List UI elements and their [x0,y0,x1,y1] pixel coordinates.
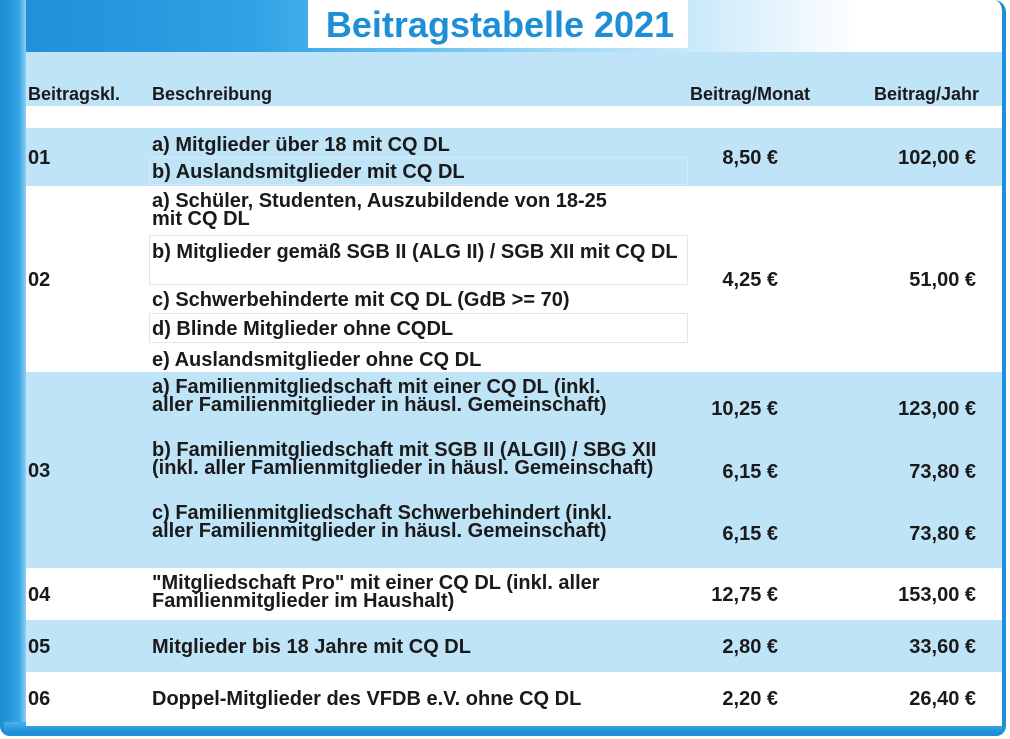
row-class: 04 [28,584,51,606]
row-02 [26,186,1002,372]
frame-bottom-border [4,722,1002,732]
row-description: a) Familienmitgliedschaft mit einer CQ D… [152,376,607,416]
row-description: Doppel-Mitglieder des VFDB e.V. ohne CQ … [152,688,582,710]
cell-border [149,235,688,285]
header-row [26,52,1002,106]
row-description: b) Familienmitgliedschaft mit SGB II (AL… [152,439,657,479]
row-04 [26,568,1002,620]
row-description: Mitglieder bis 18 Jahre mit CQ DL [152,636,471,658]
row-class: 02 [28,269,51,291]
row-yearly: 73,80 € [909,523,976,545]
cell-border [149,157,688,185]
row-description: "Mitgliedschaft Pro" mit einer CQ DL (in… [152,572,600,612]
row-03 [26,372,1002,568]
row-description: c) Schwerbehinderte mit CQ DL (GdB >= 70… [152,289,570,311]
title-background [308,0,688,48]
row-description: e) Auslandsmitglieder ohne CQ DL [152,349,482,371]
row-yearly: 102,00 € [898,147,976,169]
header-yearly: Beitrag/Jahr [874,84,980,104]
header-monthly: Beitrag/Monat [690,84,811,104]
row-monthly: 12,75 € [711,584,778,606]
row-description: a) Schüler, Studenten, Auszubildende von… [152,190,607,230]
row-class: 05 [28,636,51,658]
row-description: c) Familienmitgliedschaft Schwerbehinder… [152,502,613,542]
row-yearly: 51,00 € [909,269,976,291]
row-monthly: 6,15 € [722,461,778,483]
row-monthly: 10,25 € [711,398,778,420]
cell-border [149,313,688,343]
row-description: b) Auslandsmitglieder mit CQ DL [152,161,465,183]
row-class: 03 [28,460,51,482]
header-class: Beitragskl. [28,84,121,104]
row-description: a) Mitglieder über 18 mit CQ DL [152,134,450,156]
row-yearly: 123,00 € [898,398,976,420]
row-yearly: 33,60 € [909,636,976,658]
row-yearly: 153,00 € [898,584,976,606]
row-description: b) Mitglieder gemäß SGB II (ALG II) / SG… [152,241,678,263]
row-monthly: 6,15 € [722,523,778,545]
row-monthly: 4,25 € [722,269,778,291]
row-06 [26,672,1002,726]
row-yearly: 73,80 € [909,461,976,483]
row-class: 01 [28,147,51,169]
header-description: Beschreibung [152,84,273,104]
spacer-row [26,106,1002,128]
row-class: 06 [28,688,51,710]
frame-left-border [4,0,26,732]
row-monthly: 2,80 € [722,636,778,658]
row-monthly: 2,20 € [722,688,778,710]
row-monthly: 8,50 € [722,147,778,169]
row-yearly: 26,40 € [909,688,976,710]
row-05 [26,620,1002,672]
page-title: Beitragstabelle 2021 [325,4,675,45]
row-description: d) Blinde Mitglieder ohne CQDL [152,318,454,340]
